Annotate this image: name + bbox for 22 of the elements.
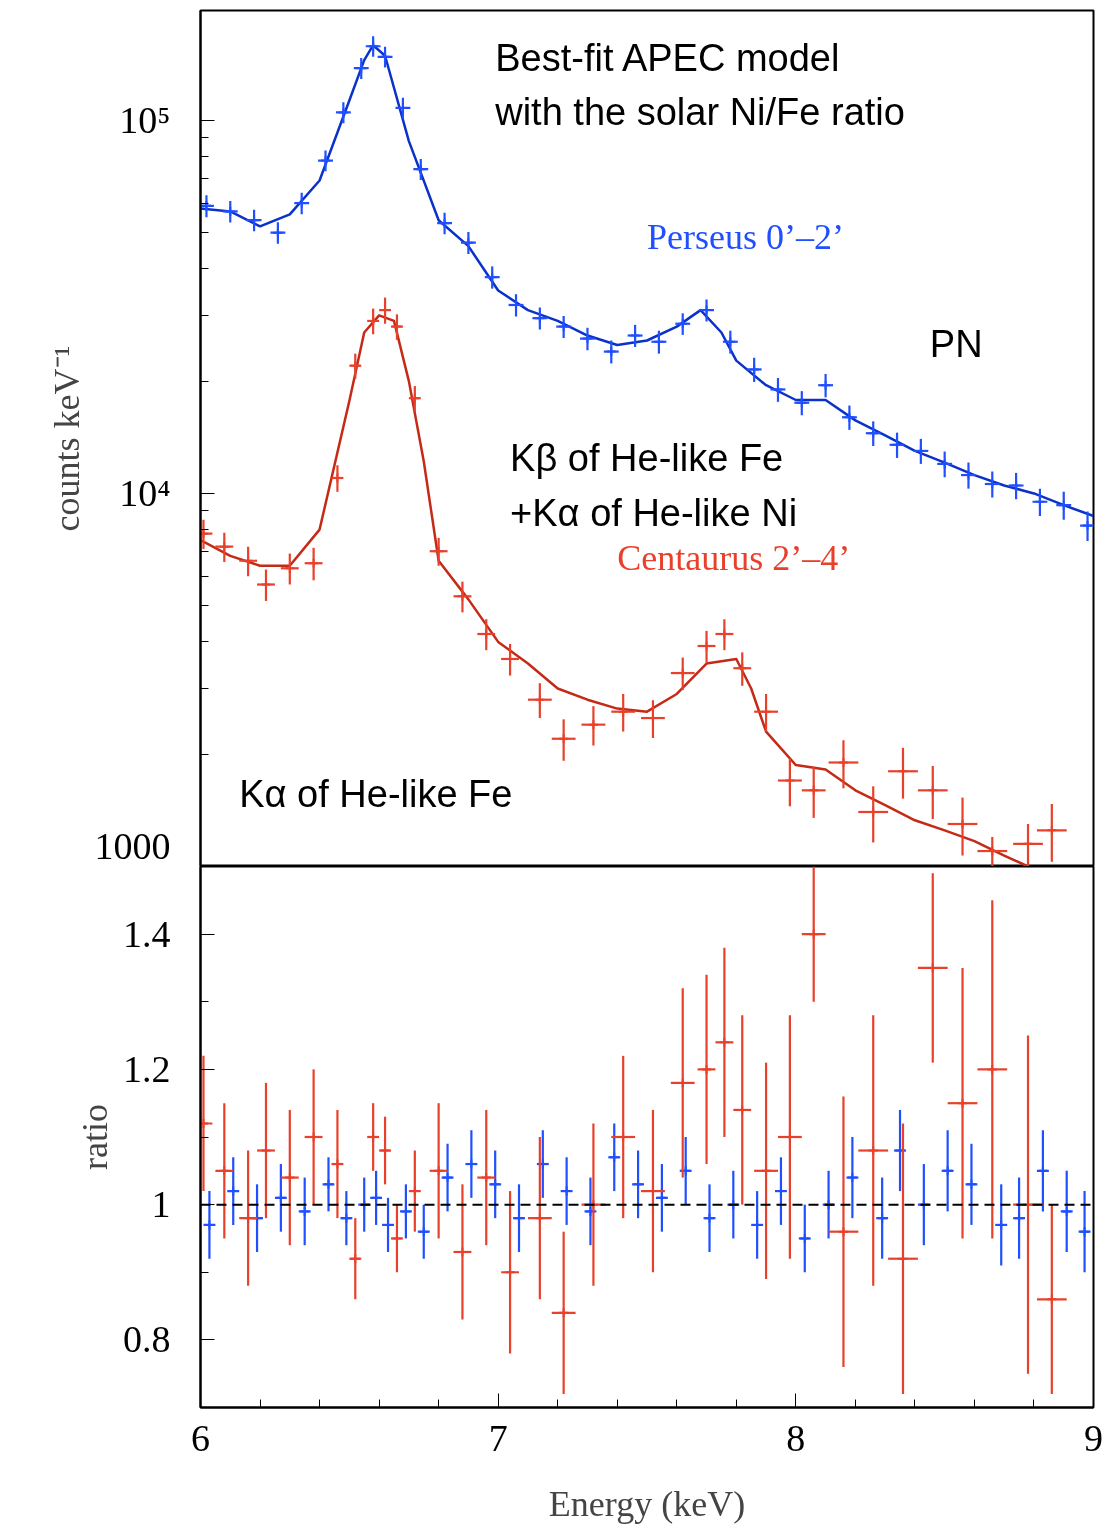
series-label: Centaurus 2’–4’	[617, 538, 851, 579]
annotation: Kα of He-like Fe	[239, 772, 513, 815]
x-tick-label: 8	[786, 1416, 806, 1459]
y-tick-label: 1	[151, 1183, 171, 1226]
series-label: Perseus 0’–2’	[647, 217, 844, 258]
y-tick-label: 10⁴	[119, 472, 171, 515]
x-tick-label: 7	[488, 1416, 508, 1459]
x-tick-label: 6	[191, 1416, 210, 1459]
x-axis-title: Energy (keV)	[548, 1483, 746, 1524]
annotation: Best-fit APEC model	[495, 36, 840, 79]
y-tick-label: 0.8	[123, 1318, 171, 1361]
y-axis-title: counts keV⁻¹	[46, 345, 87, 532]
y-tick-label: 1.2	[123, 1047, 171, 1090]
y-axis-title: ratio	[75, 1104, 115, 1170]
y-tick-label: 1000	[94, 824, 171, 867]
y-tick-label: 10⁵	[119, 99, 171, 142]
y-tick-label: 1.4	[123, 912, 171, 955]
annotation: +Kα of He-like Ni	[510, 491, 798, 534]
x-tick-label: 9	[1084, 1416, 1103, 1459]
annotation: PN	[929, 323, 983, 366]
annotation: with the solar Ni/Fe ratio	[494, 90, 905, 133]
annotation: Kβ of He-like Fe	[510, 437, 784, 480]
